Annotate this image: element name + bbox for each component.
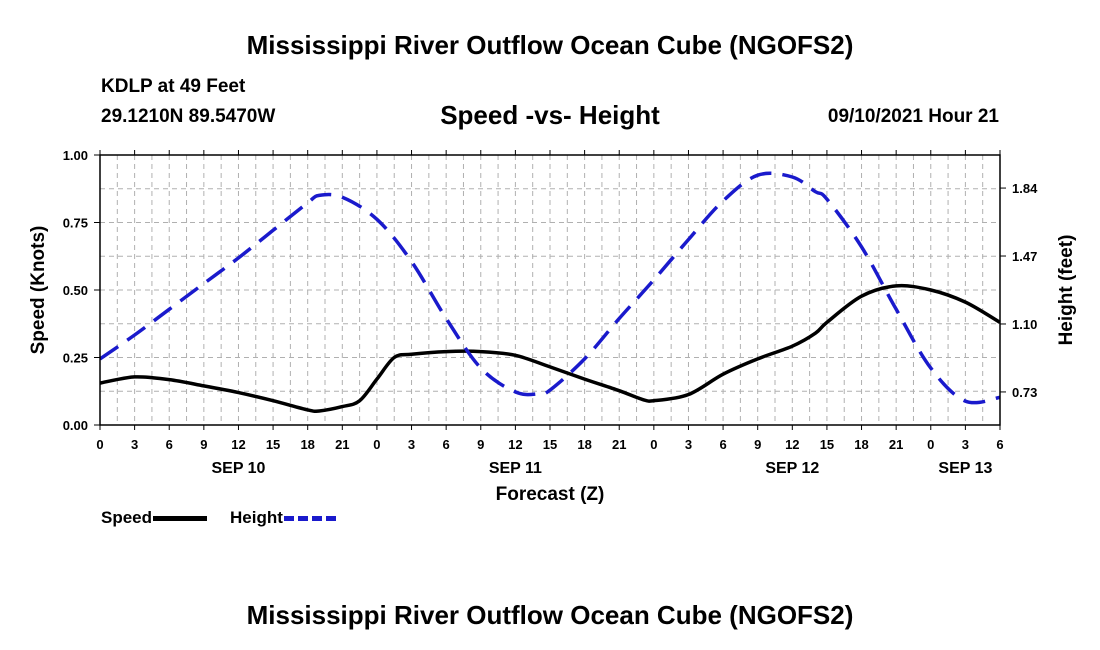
x-tick-label: 12 (785, 437, 799, 452)
x-tick-label: 3 (131, 437, 138, 452)
x-tick-label: 15 (543, 437, 557, 452)
x-tick-label: 0 (927, 437, 934, 452)
footer-title: Mississippi River Outflow Ocean Cube (NG… (246, 600, 854, 630)
x-tick-label: 3 (962, 437, 969, 452)
legend-height-label: Height (230, 508, 283, 527)
series-lines (99, 171, 1001, 414)
x-tick-label: 6 (443, 437, 450, 452)
x-tick-label: 18 (577, 437, 591, 452)
x-tick-label: 21 (889, 437, 903, 452)
x-tick-label: 15 (820, 437, 834, 452)
x-tick-label: 6 (996, 437, 1003, 452)
station-coordinates: 29.1210N 89.5470W (101, 106, 276, 127)
x-tick-label: 0 (96, 437, 103, 452)
y-tick-label: 0.75 (63, 216, 88, 231)
x-tick-label: 21 (612, 437, 626, 452)
x-tick-label: 18 (300, 437, 314, 452)
page-title: Mississippi River Outflow Ocean Cube (NG… (246, 30, 854, 60)
x-date-label: SEP 12 (765, 460, 819, 477)
x-tick-label: 3 (408, 437, 415, 452)
height-series-line (99, 171, 1001, 405)
x-tick-label: 12 (508, 437, 522, 452)
station-label: KDLP at 49 Feet (101, 76, 246, 97)
y-axis-title: Speed (Knots) (28, 226, 49, 355)
y2-axis-title: Height (feet) (1056, 235, 1077, 346)
y2-tick-label: 1.10 (1012, 317, 1037, 332)
legend-speed-swatch (153, 515, 208, 521)
x-tick-label: 9 (477, 437, 484, 452)
x-tick-label: 6 (166, 437, 173, 452)
axis-ticks (94, 150, 1006, 430)
x-tick-label: 0 (650, 437, 657, 452)
x-date-label: SEP 13 (938, 460, 992, 477)
x-tick-label: 3 (685, 437, 692, 452)
x-date-label: SEP 11 (489, 460, 542, 477)
grid-lines (100, 155, 1000, 425)
axis-labels: 0 3 6 9 12 15 18 21 0 3 6 9 12 15 18 21 0 3 6 9 12 15 18 21 0 3 6 0… (28, 148, 1077, 505)
y-tick-label: 0.00 (63, 418, 88, 433)
chart-title: Speed -vs- Height (440, 100, 660, 130)
x-tick-label: 9 (754, 437, 761, 452)
y-tick-label: 0.50 (63, 283, 88, 298)
y2-tick-label: 1.84 (1012, 181, 1038, 196)
y2-tick-label: 0.73 (1012, 385, 1037, 400)
forecast-datetime: 09/10/2021 Hour 21 (827, 106, 999, 127)
y-tick-label: 0.25 (63, 351, 88, 366)
legend-height: Height (230, 508, 336, 528)
legend-speed-label: Speed (101, 508, 153, 527)
x-tick-label: 18 (854, 437, 868, 452)
x-tick-label: 12 (231, 437, 245, 452)
speed-series-line (99, 283, 1001, 414)
y-tick-label: 1.00 (63, 148, 88, 163)
x-axis-title: Forecast (Z) (496, 484, 605, 505)
legend-speed: Speed (101, 508, 208, 528)
x-tick-label: 9 (200, 437, 207, 452)
y2-tick-label: 1.47 (1012, 249, 1037, 264)
legend-height-swatch (283, 515, 336, 521)
x-tick-label: 6 (719, 437, 726, 452)
x-tick-label: 0 (373, 437, 380, 452)
x-tick-label: 15 (266, 437, 280, 452)
x-date-label: SEP 10 (211, 460, 265, 477)
x-tick-label: 21 (335, 437, 349, 452)
